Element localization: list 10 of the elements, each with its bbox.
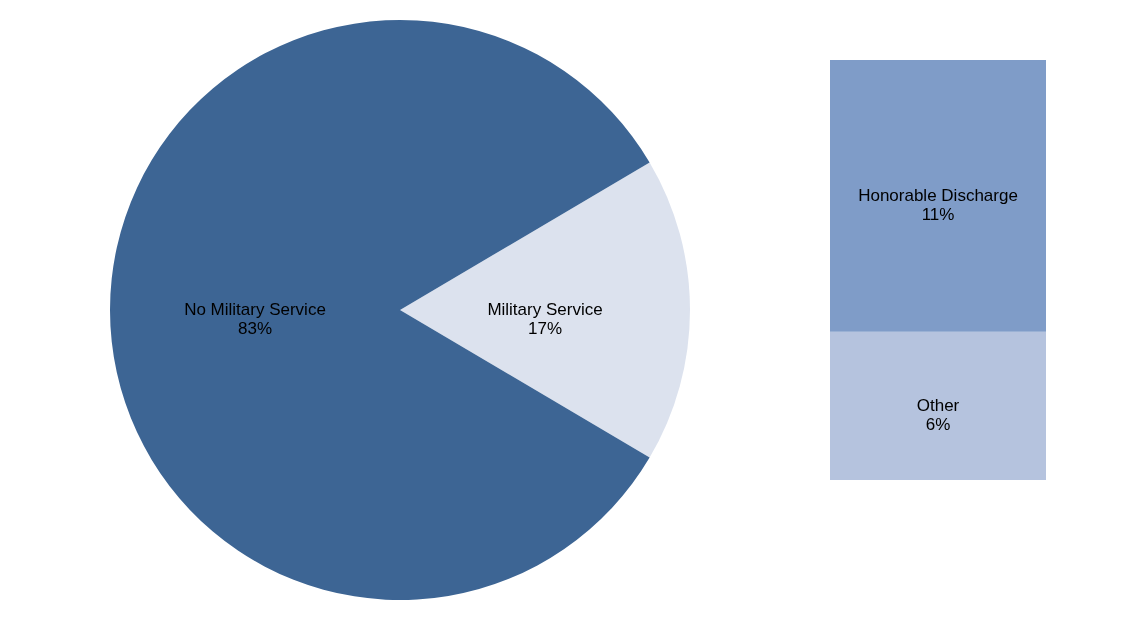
data-label: 11% bbox=[921, 204, 955, 224]
data-label: 6% bbox=[925, 414, 951, 434]
series-label: Honorable Discharge bbox=[858, 185, 1018, 205]
pie-slice bbox=[400, 162, 690, 458]
series-label: Other bbox=[916, 395, 960, 415]
data-label: 17% bbox=[527, 319, 563, 338]
data-label: 83% bbox=[237, 319, 273, 338]
pie-slice bbox=[110, 20, 650, 600]
slice-label: Military Service bbox=[487, 300, 603, 319]
slice-label: No Military Service bbox=[184, 300, 326, 319]
